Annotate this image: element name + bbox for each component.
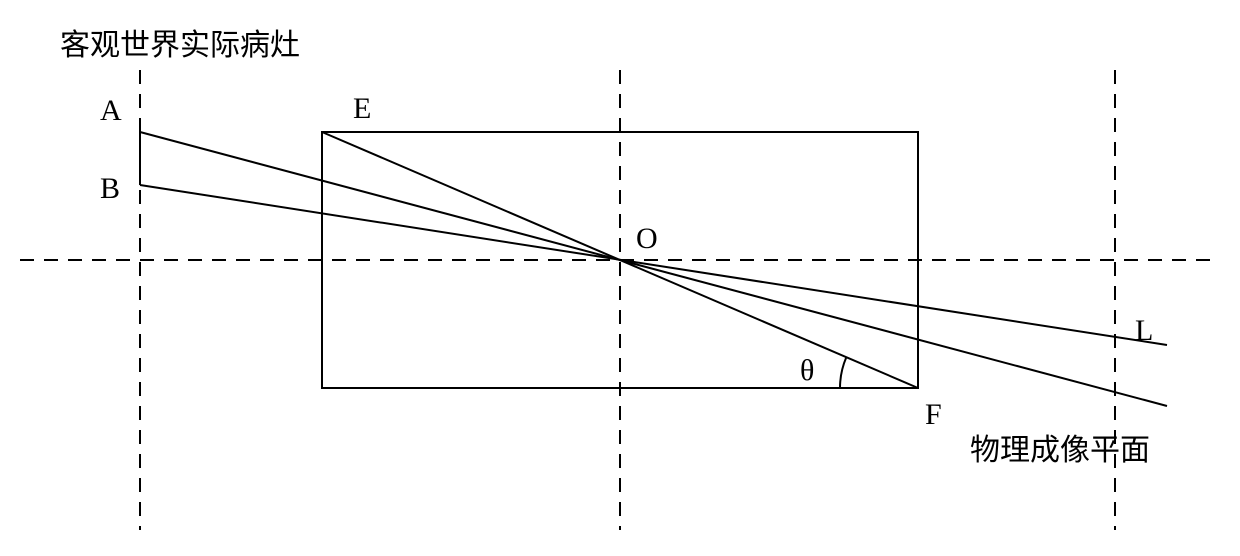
title-left-label: 客观世界实际病灶 — [60, 20, 300, 64]
E-label: E — [353, 92, 371, 125]
B-label: B — [100, 172, 120, 205]
A-label: A — [100, 94, 122, 127]
theta-label: θ — [800, 354, 814, 387]
L-label: L — [1135, 314, 1153, 347]
F-label: F — [925, 398, 942, 431]
title-right-label: 物理成像平面 — [970, 425, 1150, 469]
O-label: O — [636, 222, 658, 255]
optics-diagram: A B E O F Lθ — [0, 0, 1240, 556]
